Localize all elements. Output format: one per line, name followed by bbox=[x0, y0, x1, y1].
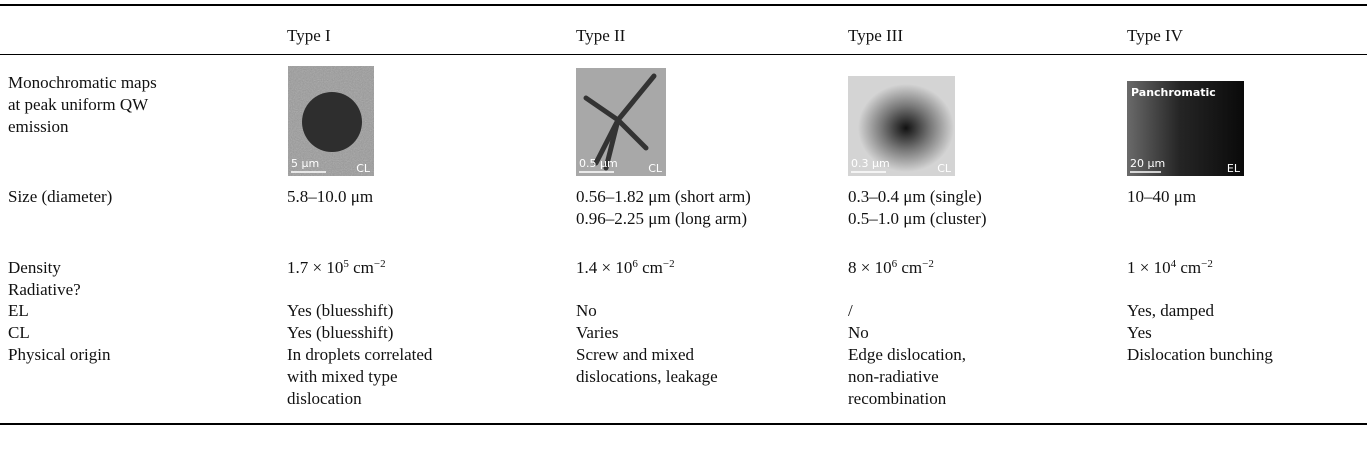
cell-text: Yes, damped bbox=[1127, 300, 1214, 322]
column-header: Type III bbox=[848, 25, 903, 47]
micrograph: 0.5 μm CL bbox=[576, 68, 666, 176]
superscript: −2 bbox=[663, 258, 675, 270]
cell-text: 1.7 × 105 cm−2 bbox=[287, 257, 386, 279]
column-header: Type IV bbox=[1127, 25, 1183, 47]
cell-text: 5.8–10.0 μm bbox=[287, 186, 373, 208]
bottom-rule bbox=[0, 423, 1367, 425]
cell-text: dislocations, leakage bbox=[576, 366, 718, 388]
scale-label: 5 μm bbox=[291, 157, 319, 170]
text-part: 8 × 10 bbox=[848, 258, 892, 277]
cell-text: non-radiative bbox=[848, 366, 939, 388]
cell-text: 0.5–1.0 μm (cluster) bbox=[848, 208, 986, 230]
cell-text: Dislocation bunching bbox=[1127, 344, 1273, 366]
column-header: Type II bbox=[576, 25, 625, 47]
cell-text: 0.96–2.25 μm (long arm) bbox=[576, 208, 747, 230]
mode-label: EL bbox=[1227, 162, 1241, 175]
row-label: Size (diameter) bbox=[8, 186, 112, 208]
row-label: Physical origin bbox=[8, 344, 110, 366]
scale-label: 0.3 μm bbox=[851, 157, 890, 170]
text-part: 1.7 × 10 bbox=[287, 258, 343, 277]
text-part: cm bbox=[1176, 258, 1201, 277]
cell-text: No bbox=[848, 322, 869, 344]
text-part: 1 × 10 bbox=[1127, 258, 1171, 277]
scale-label: 20 μm bbox=[1130, 157, 1165, 170]
mode-label: CL bbox=[356, 162, 371, 175]
scale-label: 0.5 μm bbox=[579, 157, 618, 170]
text-part: cm bbox=[349, 258, 374, 277]
row-label: CL bbox=[8, 322, 30, 344]
mode-label: CL bbox=[937, 162, 952, 175]
cell-text: Varies bbox=[576, 322, 618, 344]
cell-text: 0.56–1.82 μm (short arm) bbox=[576, 186, 751, 208]
column-header: Type I bbox=[287, 25, 331, 47]
superscript: −2 bbox=[922, 258, 934, 270]
cell-text: dislocation bbox=[287, 388, 362, 410]
cell-text: Yes (bluesshift) bbox=[287, 322, 393, 344]
cell-text: Yes (bluesshift) bbox=[287, 300, 393, 322]
text-part: 1.4 × 10 bbox=[576, 258, 632, 277]
cell-text: / bbox=[848, 300, 853, 322]
top-rule bbox=[0, 4, 1367, 6]
cell-text: 0.3–0.4 μm (single) bbox=[848, 186, 982, 208]
text-part: cm bbox=[638, 258, 663, 277]
cell-text: recombination bbox=[848, 388, 946, 410]
row-label: Monochromatic maps bbox=[8, 72, 157, 94]
micrograph: Panchromatic 20 μm EL bbox=[1127, 81, 1244, 176]
cell-text: with mixed type bbox=[287, 366, 397, 388]
superscript: −2 bbox=[1201, 258, 1213, 270]
header-rule bbox=[0, 54, 1367, 55]
row-label: emission bbox=[8, 116, 68, 138]
superscript: −2 bbox=[374, 258, 386, 270]
cell-text: Yes bbox=[1127, 322, 1152, 344]
cell-text: No bbox=[576, 300, 597, 322]
row-label: Radiative? bbox=[8, 279, 81, 301]
row-label: EL bbox=[8, 300, 29, 322]
micrograph: 5 μm CL bbox=[288, 66, 374, 176]
text-part: cm bbox=[897, 258, 922, 277]
table-page: Type I Type II Type III Type IV Monochromati… bbox=[0, 0, 1367, 456]
cell-text: 1 × 104 cm−2 bbox=[1127, 257, 1213, 279]
cell-text: In droplets correlated bbox=[287, 344, 432, 366]
row-label: at peak uniform QW bbox=[8, 94, 148, 116]
cell-text: 1.4 × 106 cm−2 bbox=[576, 257, 675, 279]
cell-text: 10–40 μm bbox=[1127, 186, 1196, 208]
defect bbox=[302, 92, 362, 152]
micrograph: 0.3 μm CL bbox=[848, 76, 955, 176]
row-label: Density bbox=[8, 257, 61, 279]
cell-text: Edge dislocation, bbox=[848, 344, 966, 366]
mode-label: CL bbox=[648, 162, 663, 175]
cell-text: 8 × 106 cm−2 bbox=[848, 257, 934, 279]
note-label: Panchromatic bbox=[1131, 86, 1216, 99]
cell-text: Screw and mixed bbox=[576, 344, 694, 366]
